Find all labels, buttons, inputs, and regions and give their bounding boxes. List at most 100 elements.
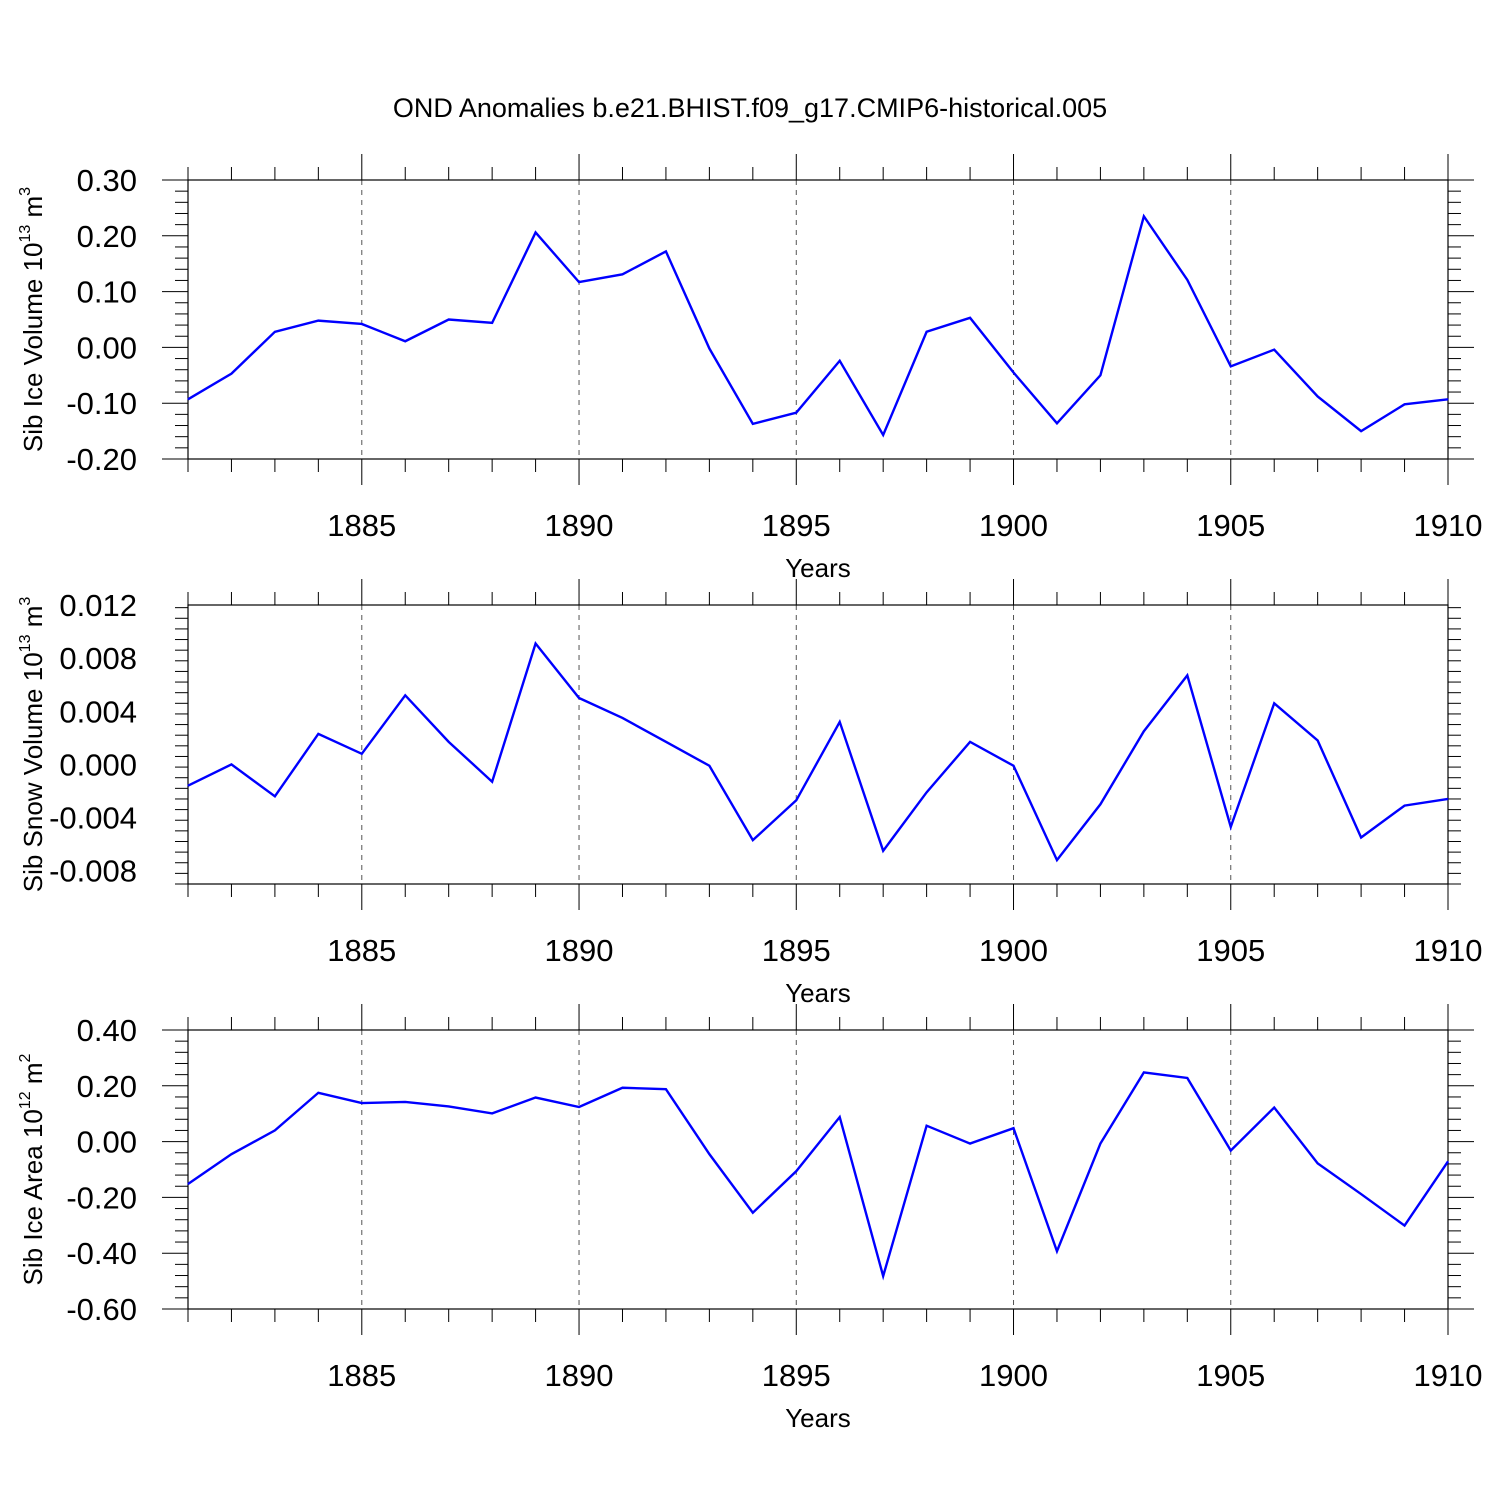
y-tick-label: -0.20 [66,1180,137,1215]
y-axis-label-main: Sib Ice Area 10 [18,1109,48,1285]
x-axis-label: Years [785,978,851,1008]
data-point [969,1143,971,1145]
data-point [1099,374,1101,376]
data-point [317,320,319,322]
data-point [926,1125,928,1127]
data-point [882,850,884,852]
data-point [795,799,797,801]
data-point [491,322,493,324]
y-tick-label: 0.008 [59,641,137,676]
x-axis-label: Years [785,553,851,583]
data-point [404,340,406,342]
panel-2: 1885 1890 1895 1900 1905 1910 -0.008 -0.004 0.00… [17,579,1482,1008]
panels: 1885 1890 1895 1900 1905 1910 -0.20 -0.10 0.00 0.… [17,154,1482,1433]
data-point [795,412,797,414]
data-point [274,331,276,333]
data-point [926,791,928,793]
y-tick-label: -0.60 [66,1292,137,1327]
series-line [187,1071,1449,1281]
data-point [187,785,189,787]
data-point [317,733,319,735]
data-point [187,1183,189,1185]
data-point [1404,1225,1406,1227]
x-tick-label: 1905 [1196,1358,1265,1393]
y-tick-label: -0.008 [49,854,137,889]
data-point [1056,1250,1058,1252]
x-tick-label: 1885 [327,933,396,968]
plot-frame [187,604,1449,885]
data-point [1317,396,1319,398]
x-tick-label: 1900 [979,933,1048,968]
data-point [448,319,450,320]
data-point [1186,674,1188,676]
y-tick-label: 0.30 [77,163,137,198]
y-axis-label-main: Sib Snow Volume 10 [18,652,48,892]
y-axis-label-unit: m [18,196,48,225]
data-point [578,697,580,699]
data-point [621,717,623,719]
y-axis-label-exponent: 13 [17,634,34,652]
data-point [491,781,493,783]
y-axis-label-unit-exponent: 3 [17,597,34,606]
data-point [361,1102,363,1104]
x-tick-label: 1910 [1414,1358,1483,1393]
x-tick-label: 1910 [1414,508,1483,543]
y-tick-label: -0.40 [66,1236,137,1271]
data-point [752,1212,754,1214]
data-point [708,1153,710,1155]
x-tick-label: 1895 [762,508,831,543]
data-point [578,281,580,283]
data-point [404,1101,406,1103]
data-point [1013,1127,1015,1129]
data-point [1447,398,1449,400]
data-point [230,373,232,375]
data-point [1099,803,1101,805]
y-tick-label: 0.00 [77,330,137,365]
y-axis-label: Sib Ice Area 1012 m2 [17,1053,48,1285]
y-axis-label-unit-exponent: 3 [17,187,34,196]
data-point [1273,702,1275,704]
data-point [1404,805,1406,807]
data-point [1317,740,1319,742]
data-point [1273,349,1275,351]
data-point [535,643,537,645]
x-tick-label: 1895 [762,933,831,968]
data-point [1360,430,1362,432]
series-line [187,213,1449,438]
data-point [1186,279,1188,281]
data-point [1056,422,1058,424]
series-line [187,641,1449,863]
data-point [1447,798,1449,800]
data-point [1013,765,1015,767]
x-tick-label: 1885 [327,508,396,543]
panel-3: 1885 1890 1895 1900 1905 1910 -0.60 -0.40 -0.20 0… [17,1004,1482,1433]
x-tick-label: 1895 [762,1358,831,1393]
data-point [665,250,667,252]
data-point [1013,372,1015,374]
x-tick-label: 1890 [545,508,614,543]
data-point [665,741,667,743]
y-axis-label: Sib Snow Volume 1013 m3 [17,597,48,893]
x-tick-label: 1890 [545,1358,614,1393]
data-point [448,741,450,743]
data-point [274,795,276,797]
x-tick-label: 1890 [545,933,614,968]
data-point [621,273,623,275]
data-point [1143,730,1145,732]
data-point [1230,826,1232,828]
data-point [1317,1162,1319,1164]
data-point [1230,1150,1232,1152]
data-point [969,317,971,319]
data-point [230,1153,232,1155]
x-tick-label: 1905 [1196,508,1265,543]
data-point [1404,403,1406,405]
y-tick-label: 0.012 [59,588,137,623]
data-point [621,1087,623,1089]
data-point [230,763,232,765]
data-point [491,1112,493,1114]
data-point [1273,1107,1275,1109]
data-point [839,721,841,723]
data-point [882,434,884,436]
plot-frame [187,179,1449,460]
